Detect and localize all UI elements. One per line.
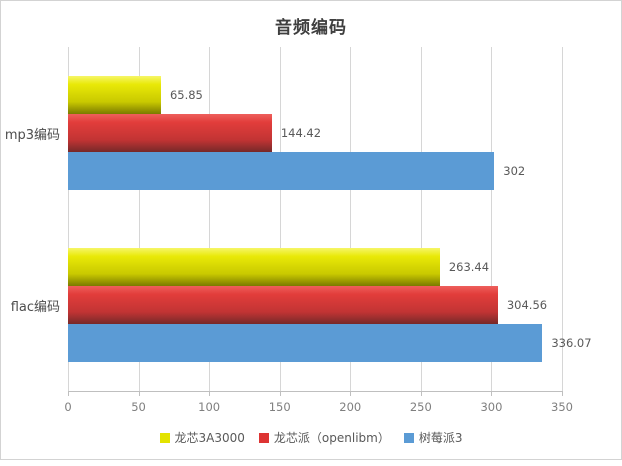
bar-龙芯3A3000-flac编码 <box>68 248 440 286</box>
bar-树莓派3-flac编码 <box>68 324 543 362</box>
bar-树莓派3-mp3编码 <box>68 152 495 190</box>
gridline <box>279 47 281 391</box>
x-axis-tick-mark <box>209 391 211 396</box>
x-axis-tick-label: 150 <box>268 400 291 414</box>
x-axis-tick-mark <box>68 391 69 396</box>
gridline <box>350 47 352 391</box>
value-label: 263.44 <box>448 260 490 274</box>
legend-swatch-icon <box>258 432 269 443</box>
x-axis-tick-mark <box>138 391 140 396</box>
bar-龙芯3A3000-mp3编码 <box>68 76 161 114</box>
plot-area: 0 50 100 150 200 250 300 350 65.85 144.42 302 263.4… <box>64 47 592 414</box>
legend-swatch-icon <box>403 432 414 443</box>
x-axis-tick-label: 0 <box>64 400 72 414</box>
x-axis-tick-label: 350 <box>551 400 573 414</box>
gridline <box>562 47 563 391</box>
x-axis-tick-label: 250 <box>409 400 432 414</box>
value-label: 304.56 <box>506 298 548 312</box>
value-label: 144.42 <box>280 126 322 140</box>
x-axis-tick-label: 50 <box>131 400 146 414</box>
legend-label: 龙芯3A3000 <box>174 431 245 445</box>
gridline <box>138 47 140 391</box>
value-label: 336.07 <box>551 336 592 350</box>
x-axis-tick-label: 300 <box>480 400 503 414</box>
legend-label: 龙芯派（openlibm） <box>273 431 390 445</box>
legend-item: 龙芯派（openlibm） <box>258 429 390 446</box>
value-label: 65.85 <box>169 88 203 102</box>
legend-label: 树莓派3 <box>418 431 463 445</box>
legend-item: 树莓派3 <box>403 429 463 446</box>
bar-龙芯派（openlibm）-mp3编码 <box>68 114 272 152</box>
chart-title: 音频编码 <box>275 18 347 38</box>
bar-龙芯派（openlibm）-flac编码 <box>68 286 498 324</box>
gridline <box>491 47 493 391</box>
gridline <box>420 47 422 391</box>
gridline <box>68 47 69 391</box>
value-label: 302 <box>503 164 526 178</box>
gridline <box>209 47 211 391</box>
x-axis-line <box>68 391 562 392</box>
category-label-flac编码: flac编码 <box>10 300 60 315</box>
x-axis-tick-mark <box>420 391 422 396</box>
x-axis-tick-mark <box>279 391 281 396</box>
x-axis-tick-mark <box>562 391 563 396</box>
x-axis-tick-label: 100 <box>198 400 221 414</box>
x-axis-tick-mark <box>350 391 352 396</box>
x-axis-tick-mark <box>491 391 493 396</box>
legend-swatch-icon <box>159 432 170 443</box>
legend-item: 龙芯3A3000 <box>159 429 245 446</box>
legend: 龙芯3A3000 龙芯派（openlibm） 树莓派3 <box>1 429 621 446</box>
category-label-mp3编码: mp3编码 <box>4 128 60 143</box>
x-axis-tick-label: 200 <box>339 400 362 414</box>
